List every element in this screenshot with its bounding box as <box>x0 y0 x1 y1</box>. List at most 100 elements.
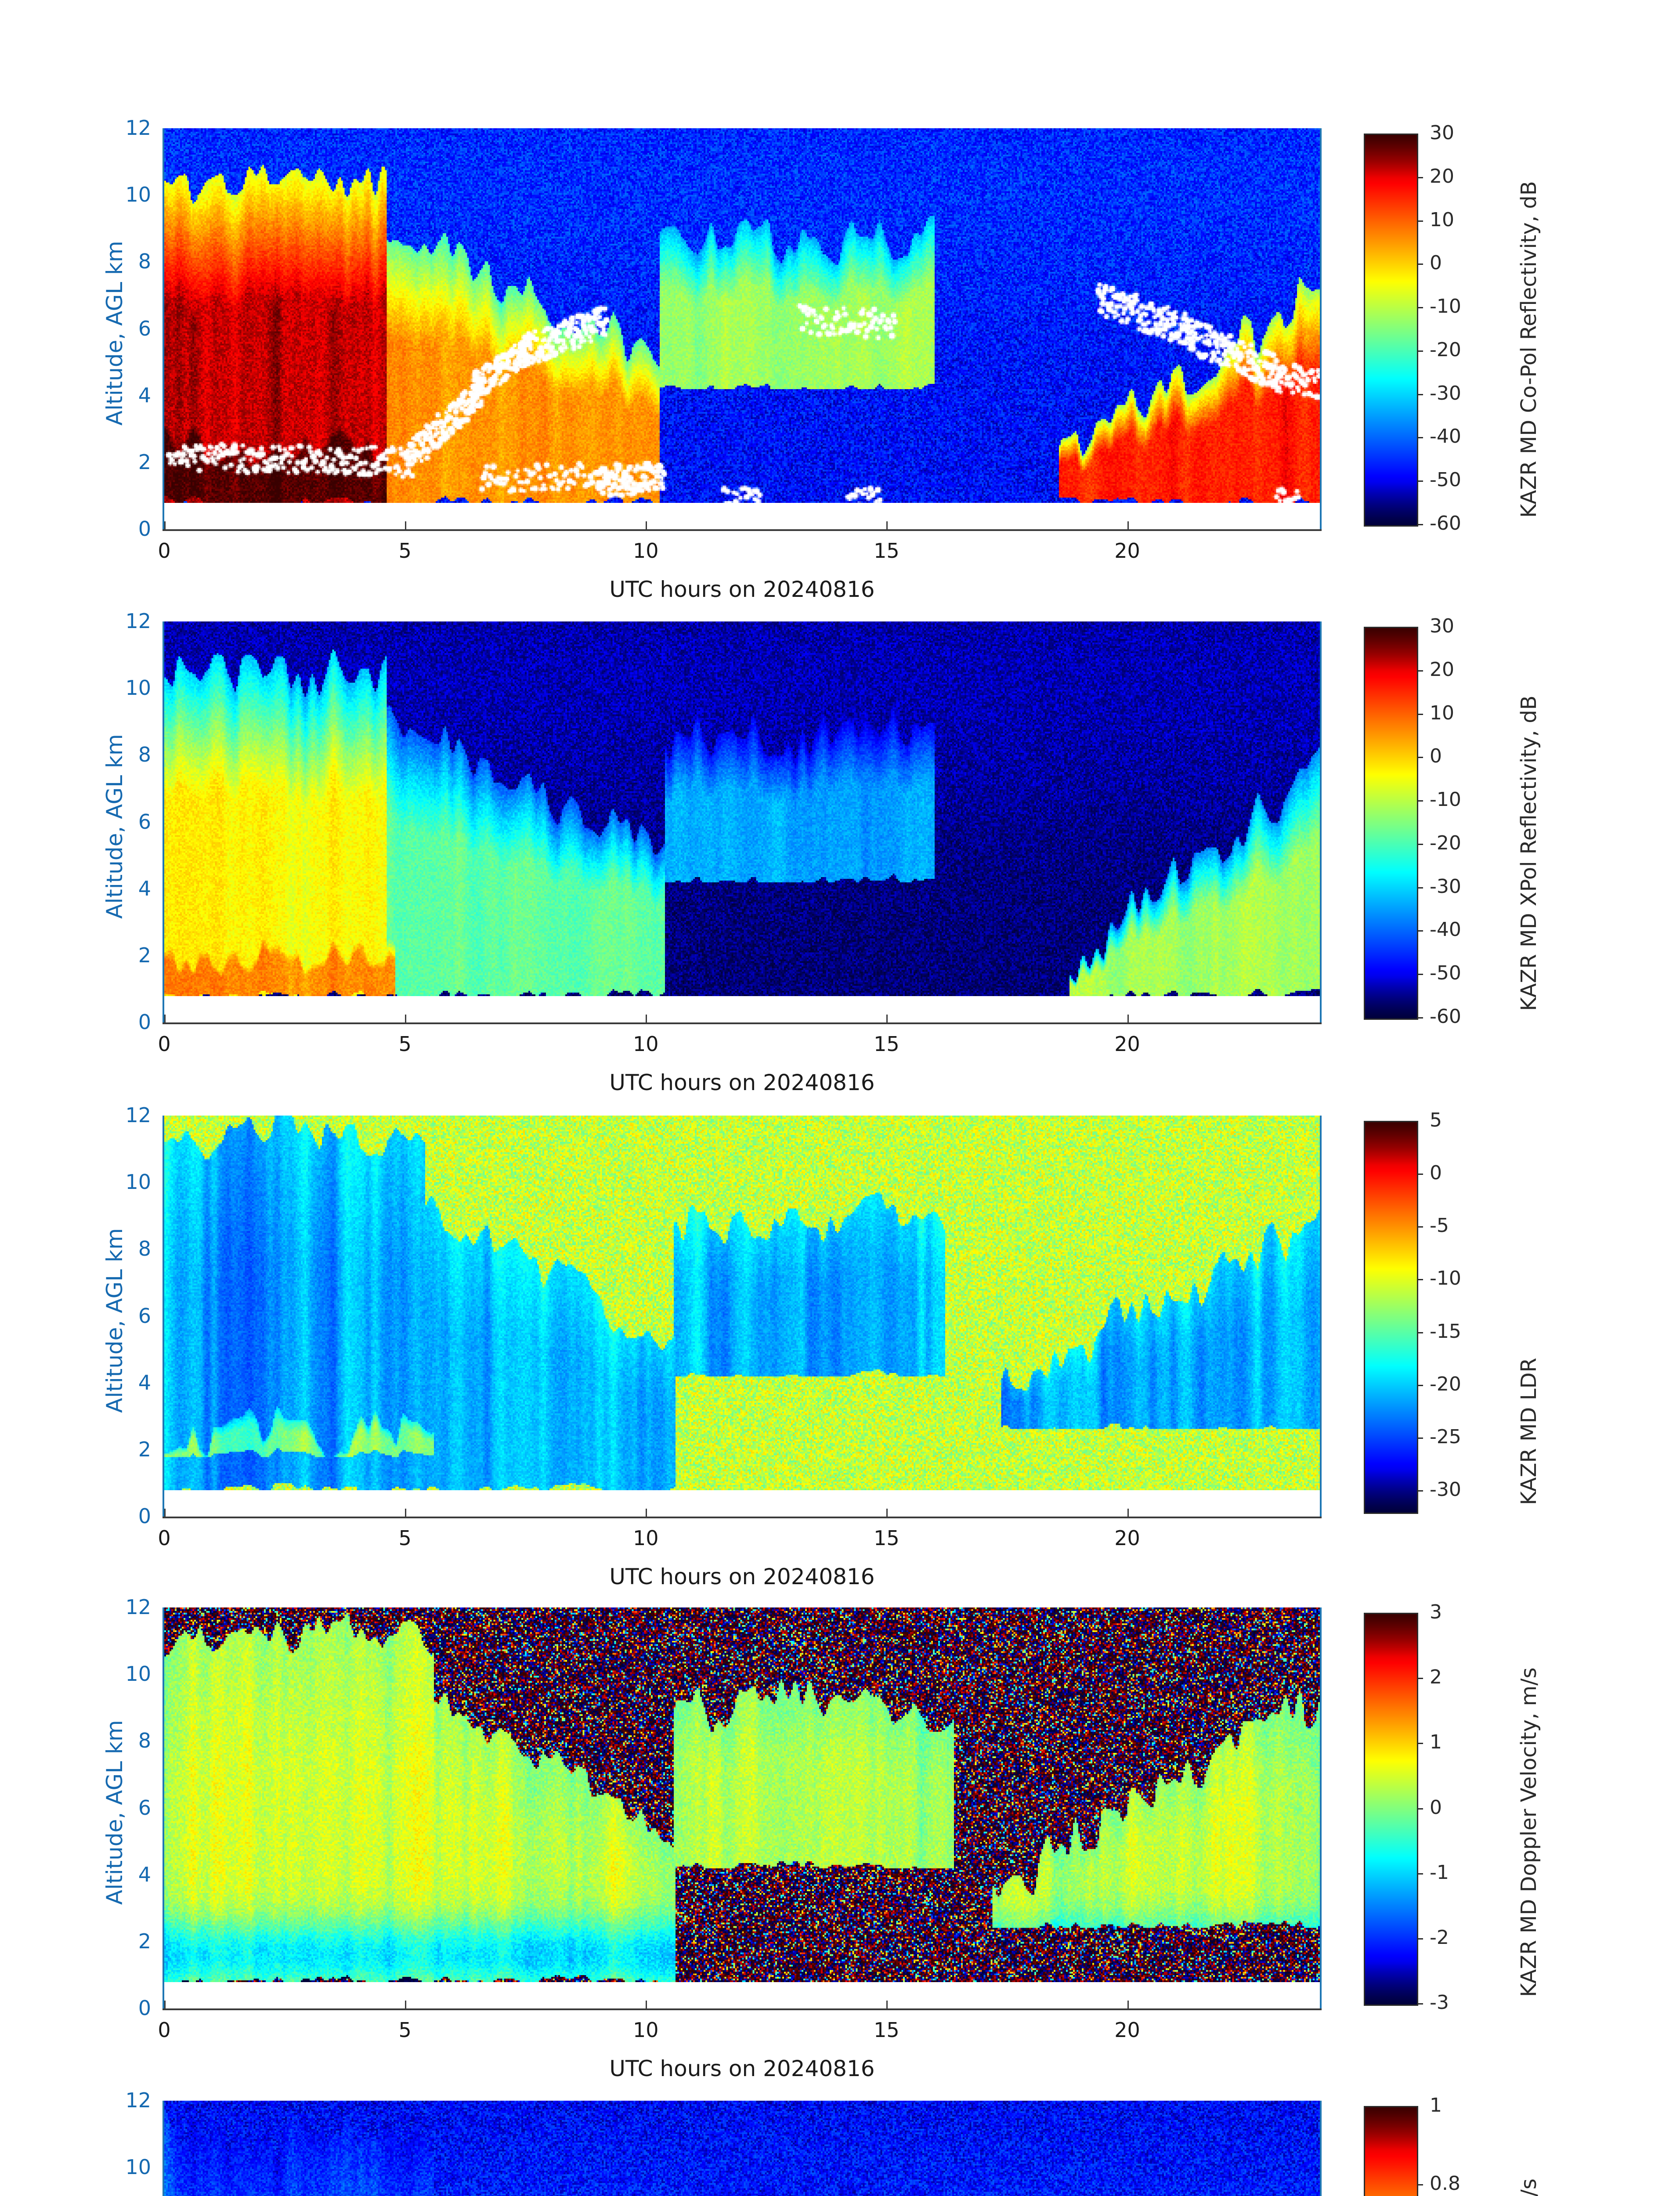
colorbar-label-2: KAZR MD LDR <box>1517 1357 1541 1505</box>
colorbar-tick-label-2-6: -25 <box>1430 1425 1461 1448</box>
plot-area-0 <box>164 128 1320 529</box>
y-tick-label-2-0: 0 <box>138 1504 151 1528</box>
x-tick-label-2-1: 5 <box>398 1526 412 1550</box>
colorbar-tick-label-0-7: -40 <box>1430 425 1461 448</box>
heatmap-canvas-2 <box>164 1116 1320 1517</box>
colorbar-gradient-3 <box>1365 1614 1417 2005</box>
y-tick-label-1-6: 12 <box>125 609 151 633</box>
x-tick-mark-2-2 <box>646 1509 647 1517</box>
y-tick-label-0-6: 12 <box>125 116 151 140</box>
x-axis-label-0: UTC hours on 20240816 <box>609 577 875 602</box>
y-axis-spine-3 <box>163 1607 164 2008</box>
colorbar-tick-mark-1-4 <box>1417 800 1423 802</box>
colorbar-tick-mark-2-2 <box>1417 1226 1423 1228</box>
right-spine-1 <box>1320 621 1322 1022</box>
colorbar-tick-label-3-6: -3 <box>1430 1991 1449 2014</box>
colorbar-tick-mark-1-2 <box>1417 713 1423 715</box>
colorbar-tick-mark-2-3 <box>1417 1279 1423 1281</box>
heatmap-canvas-1 <box>164 621 1320 1022</box>
x-tick-label-3-1: 5 <box>398 2018 412 2042</box>
y-axis-spine-1 <box>163 621 164 1022</box>
x-axis-spine-0 <box>163 529 1322 531</box>
colorbar-tick-mark-0-5 <box>1417 350 1423 352</box>
x-tick-mark-2-0 <box>164 1509 166 1517</box>
colorbar-tick-label-0-5: -20 <box>1430 338 1461 361</box>
y-tick-label-3-1: 2 <box>138 1929 151 1953</box>
colorbar-tick-mark-1-1 <box>1417 670 1423 672</box>
colorbar-tick-mark-1-9 <box>1417 1017 1423 1019</box>
y-axis-label-2: Altitude, AGL km <box>102 1228 127 1413</box>
colorbar-tick-mark-0-3 <box>1417 264 1423 265</box>
x-tick-label-1-3: 15 <box>874 1032 900 1056</box>
colorbar-3 <box>1364 1613 1418 2006</box>
panel-3: 0 2 4 6 8 10 12 0 5 10 15 20 Altitude, AGL km UTC hou… <box>0 1597 1680 2105</box>
colorbar-tick-label-2-3: -10 <box>1430 1267 1461 1290</box>
colorbar-tick-mark-2-6 <box>1417 1437 1423 1439</box>
y-axis-spine-4 <box>163 2101 164 2196</box>
x-tick-label-3-4: 20 <box>1114 2018 1140 2042</box>
colorbar-tick-mark-1-7 <box>1417 930 1423 932</box>
x-tick-mark-1-0 <box>164 1015 166 1022</box>
y-tick-label-2-6: 12 <box>125 1103 151 1127</box>
colorbar-tick-label-0-0: 30 <box>1430 122 1454 144</box>
y-tick-label-1-0: 0 <box>138 1010 151 1034</box>
colorbar-tick-label-3-5: -2 <box>1430 1926 1449 1949</box>
x-axis-spine-2 <box>163 1517 1322 1518</box>
x-tick-mark-2-1 <box>405 1509 407 1517</box>
colorbar-tick-mark-1-6 <box>1417 887 1423 889</box>
x-tick-mark-0-3 <box>886 521 888 529</box>
y-tick-label-2-2: 4 <box>138 1370 151 1394</box>
y-tick-label-1-1: 2 <box>138 943 151 967</box>
colorbar-1 <box>1364 627 1418 1020</box>
y-tick-label-3-5: 10 <box>125 1662 151 1686</box>
x-axis-spine-3 <box>163 2008 1322 2010</box>
colorbar-tick-mark-2-4 <box>1417 1332 1423 1333</box>
right-spine-0 <box>1320 128 1322 529</box>
colorbar-tick-label-0-8: -50 <box>1430 469 1461 491</box>
heatmap-canvas-0 <box>164 128 1320 529</box>
colorbar-gradient-4 <box>1365 2107 1417 2196</box>
colorbar-tick-label-1-6: -30 <box>1430 875 1461 898</box>
colorbar-tick-mark-0-6 <box>1417 394 1423 395</box>
colorbar-tick-label-3-1: 2 <box>1430 1666 1442 1689</box>
heatmap-canvas-3 <box>164 1607 1320 2008</box>
x-tick-mark-0-2 <box>646 521 647 529</box>
colorbar-tick-label-2-2: -5 <box>1430 1214 1449 1237</box>
panel-0: 0 2 4 6 8 10 12 0 5 10 15 20 Altitude, AGL km UTC hou… <box>0 118 1680 626</box>
colorbar-tick-label-0-2: 10 <box>1430 208 1454 231</box>
x-axis-label-3: UTC hours on 20240816 <box>609 2056 875 2081</box>
y-tick-label-3-2: 4 <box>138 1862 151 1886</box>
x-tick-mark-0-1 <box>405 521 407 529</box>
colorbar-tick-mark-1-5 <box>1417 843 1423 845</box>
y-axis-label-0: Altitude, AGL km <box>102 240 127 426</box>
y-axis-spine-0 <box>163 128 164 529</box>
x-tick-label-0-2: 10 <box>632 539 659 563</box>
colorbar-tick-label-2-5: -20 <box>1430 1372 1461 1395</box>
y-tick-label-0-1: 2 <box>138 450 151 474</box>
y-tick-label-2-1: 2 <box>138 1437 151 1461</box>
y-tick-label-2-5: 10 <box>125 1170 151 1194</box>
colorbar-tick-label-0-4: -10 <box>1430 295 1461 318</box>
y-tick-label-3-0: 0 <box>138 1996 151 2020</box>
x-tick-label-1-4: 20 <box>1114 1032 1140 1056</box>
x-tick-label-3-3: 15 <box>874 2018 900 2042</box>
colorbar-tick-mark-1-8 <box>1417 974 1423 975</box>
colorbar-4 <box>1364 2106 1418 2196</box>
y-tick-label-3-3: 6 <box>138 1795 151 1820</box>
x-tick-label-2-3: 15 <box>874 1526 900 1550</box>
colorbar-tick-mark-3-1 <box>1417 1678 1423 1680</box>
colorbar-gradient-1 <box>1365 628 1417 1019</box>
colorbar-tick-label-0-3: 0 <box>1430 252 1442 274</box>
colorbar-tick-mark-3-4 <box>1417 1873 1423 1875</box>
y-tick-label-1-3: 6 <box>138 809 151 834</box>
y-tick-label-1-4: 8 <box>138 743 151 767</box>
colorbar-tick-mark-3-3 <box>1417 1808 1423 1810</box>
x-tick-mark-3-2 <box>646 2001 647 2008</box>
colorbar-tick-mark-2-5 <box>1417 1384 1423 1386</box>
colorbar-tick-label-3-4: -1 <box>1430 1861 1449 1884</box>
x-tick-label-0-0: 0 <box>158 539 171 563</box>
plot-area-2 <box>164 1116 1320 1517</box>
plot-area-1 <box>164 621 1320 1022</box>
